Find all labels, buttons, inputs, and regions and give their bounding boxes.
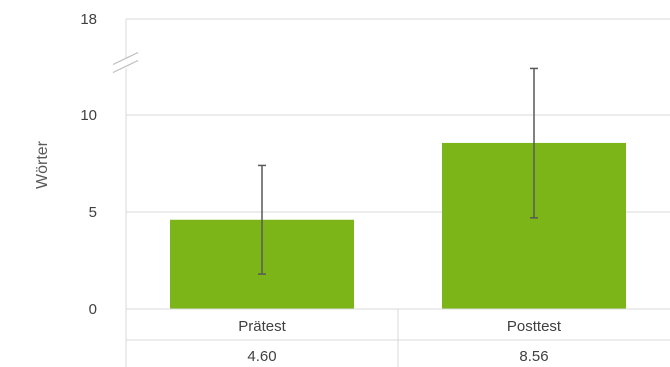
data-table: Prätest 4.60 Posttest 8.56 — [125, 308, 670, 367]
y-axis — [112, 19, 139, 309]
y-axis-label: Wörter — [34, 140, 51, 189]
y-tick-label: 0 — [89, 301, 97, 318]
axis-break-mark — [112, 59, 139, 74]
category-label: Posttest — [507, 318, 562, 335]
axis-break-mark — [112, 51, 139, 66]
y-tick-labels: 0 5 10 18 — [80, 11, 97, 318]
y-tick-label: 18 — [80, 11, 97, 28]
category-label: Prätest — [238, 318, 286, 335]
data-table-value: 4.60 — [247, 348, 276, 365]
bars — [170, 142, 626, 309]
error-bars — [258, 67, 538, 275]
y-tick-label: 10 — [80, 107, 97, 124]
y-tick-label: 5 — [89, 204, 97, 221]
data-table-value: 8.56 — [519, 348, 548, 365]
